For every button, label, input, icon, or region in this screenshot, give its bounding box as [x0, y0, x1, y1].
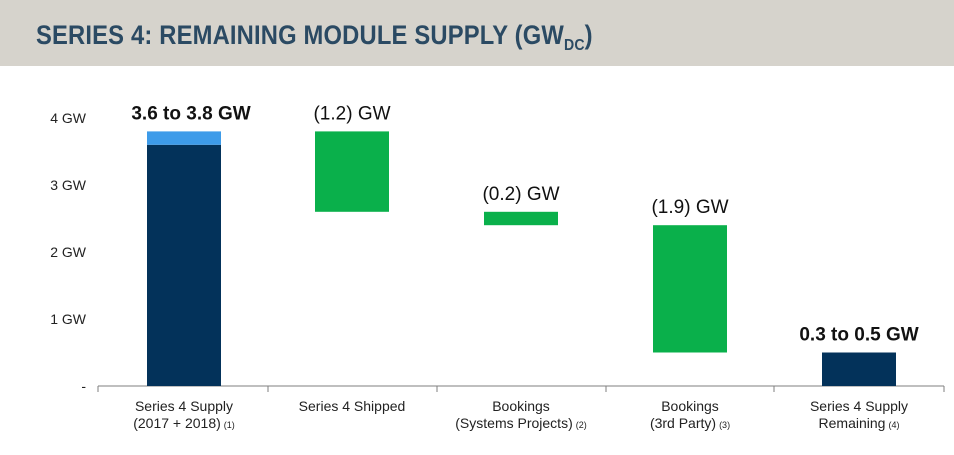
title-end: )	[584, 20, 593, 50]
bar-segment	[822, 352, 896, 386]
y-tick-label: 4 GW	[50, 110, 87, 126]
data-label: (0.2) GW	[482, 184, 559, 205]
y-tick-label: 1 GW	[50, 311, 87, 327]
bar-segment	[653, 225, 727, 353]
bar-segment	[484, 211, 558, 226]
data-label: (1.9) GW	[651, 197, 728, 218]
category-label: Bookings	[492, 398, 550, 414]
bar-segment	[147, 144, 221, 386]
data-label: 3.6 to 3.8 GW	[131, 103, 250, 124]
category-label: Series 4 Supply	[135, 398, 233, 414]
footnote-marker: (4)	[888, 420, 899, 430]
data-label: 0.3 to 0.5 GW	[799, 325, 918, 346]
bar-segment	[315, 131, 389, 212]
footnote-marker: (2)	[576, 420, 587, 430]
footnote-marker: (1)	[224, 420, 235, 430]
category-label: Bookings	[661, 398, 719, 414]
category-label: Remaining (4)	[819, 415, 900, 431]
y-tick-label: 2 GW	[50, 244, 87, 260]
header-bar: SERIES 4: REMAINING MODULE SUPPLY (GWDC)	[0, 0, 954, 66]
category-label: (2017 + 2018) (1)	[133, 415, 235, 431]
data-label: (1.2) GW	[313, 103, 390, 124]
category-label: Series 4 Supply	[810, 398, 908, 414]
y-tick-label: -	[81, 378, 86, 394]
page-title: SERIES 4: REMAINING MODULE SUPPLY (GWDC)	[36, 20, 593, 55]
y-tick-label: 3 GW	[50, 177, 87, 193]
title-main: SERIES 4: REMAINING MODULE SUPPLY (GW	[36, 20, 564, 50]
bar-segment	[147, 131, 221, 145]
category-label: (3rd Party) (3)	[650, 415, 730, 431]
waterfall-chart: - 1 GW 2 GW 3 GW 4 GW 3.6 to 3.8 GW (1.2) GW (0…	[50, 103, 945, 431]
category-label: Series 4 Shipped	[299, 398, 406, 414]
title-subscript: DC	[563, 37, 585, 54]
footnote-marker: (3)	[719, 420, 730, 430]
category-label: (Systems Projects) (2)	[455, 415, 586, 431]
